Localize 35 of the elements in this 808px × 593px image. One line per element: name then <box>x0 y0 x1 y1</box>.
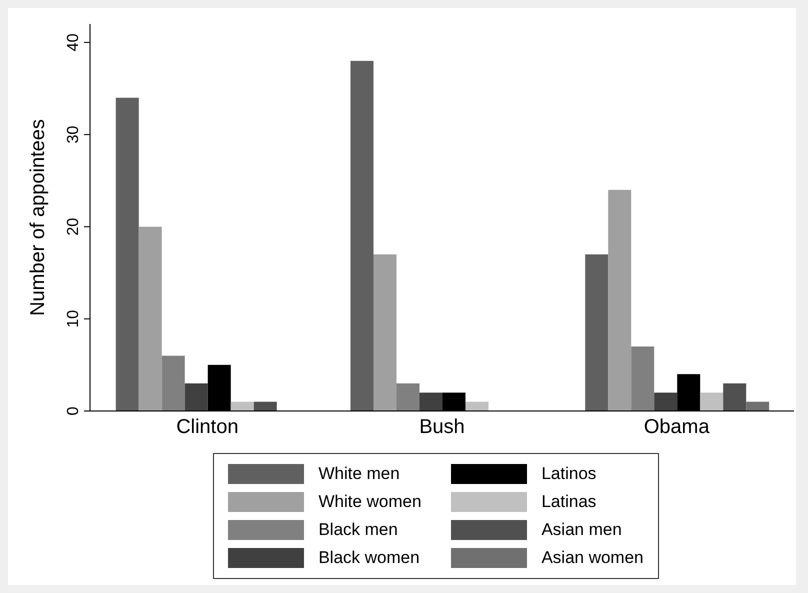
legend-label: Asian women <box>541 548 644 568</box>
x-tick-label: Obama <box>644 416 710 438</box>
bar <box>631 346 654 411</box>
legend-label: Latinos <box>541 464 596 484</box>
bar <box>585 254 608 411</box>
bar <box>350 60 374 411</box>
bar <box>373 254 396 411</box>
legend-label: Latinas <box>541 492 596 512</box>
bar <box>608 190 632 411</box>
y-tick-label: 40 <box>65 33 82 52</box>
x-tick-label: Bush <box>419 416 465 438</box>
bar <box>162 356 185 411</box>
y-tick-label: 10 <box>65 310 82 328</box>
bar <box>654 392 678 411</box>
bar <box>138 226 162 411</box>
y-axis-title: Number of appointees <box>27 119 50 316</box>
bar <box>419 392 442 411</box>
legend-label: White men <box>318 464 400 484</box>
y-tick-label: 20 <box>65 218 82 236</box>
bar <box>746 402 770 411</box>
bar <box>230 402 254 411</box>
bar <box>465 402 488 411</box>
legend-label: Asian men <box>541 520 622 540</box>
legend-label: White women <box>318 492 422 512</box>
bar <box>700 392 724 411</box>
bar <box>116 98 139 411</box>
bar <box>254 402 277 411</box>
legend-label: Black women <box>318 548 420 568</box>
y-tick-label: 0 <box>65 406 82 416</box>
bar <box>723 383 746 411</box>
y-tick-label: 30 <box>65 126 82 144</box>
x-tick-label: Clinton <box>176 416 238 438</box>
legend-label: Black men <box>318 520 398 540</box>
bar <box>184 383 208 411</box>
bar <box>396 383 420 411</box>
